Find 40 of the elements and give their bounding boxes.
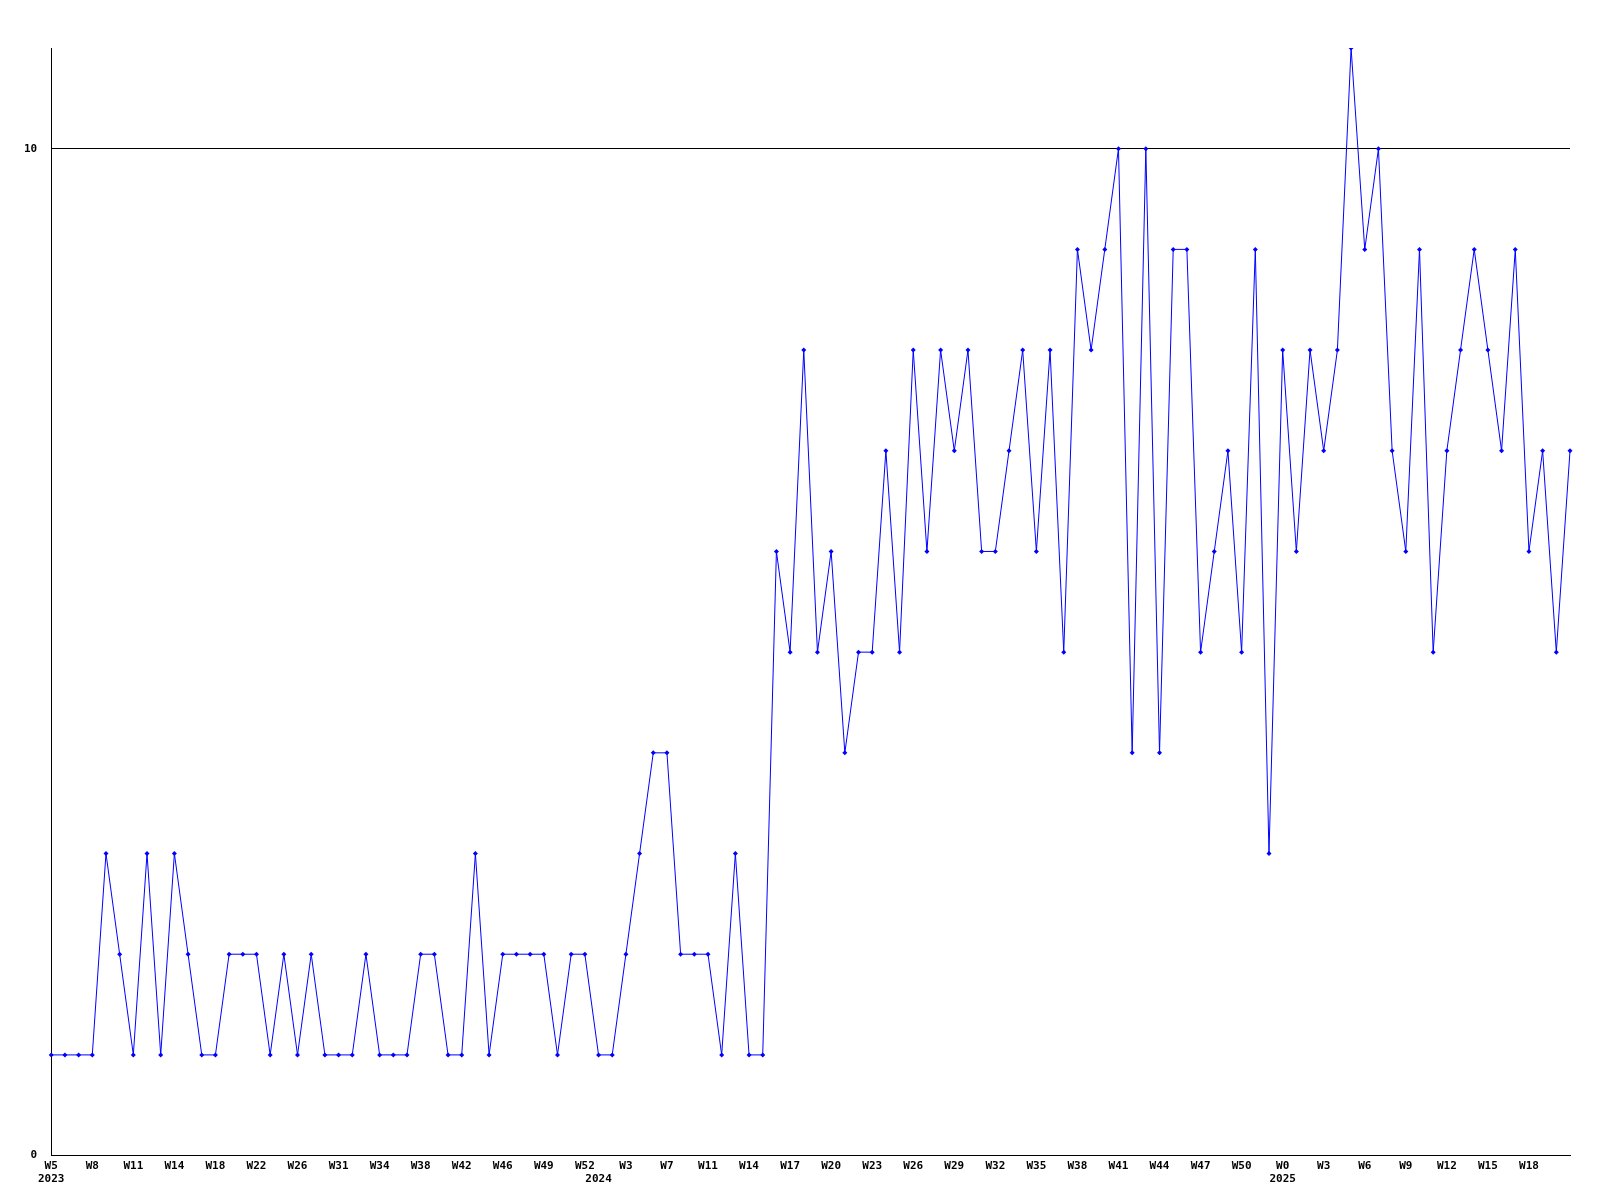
x-tick-label: W20 bbox=[821, 1159, 842, 1173]
x-tick-label: 2024 bbox=[585, 1172, 613, 1186]
x-tick-label: W42 bbox=[451, 1159, 472, 1173]
x-tick-label: W15 bbox=[1477, 1159, 1498, 1173]
x-tick-label: W14 bbox=[164, 1159, 185, 1173]
x-tick-label: W18 bbox=[1519, 1159, 1539, 1173]
x-tick-label: W41 bbox=[1108, 1159, 1129, 1173]
x-tick-label: W29 bbox=[944, 1159, 965, 1173]
x-tick-label: W26 bbox=[903, 1159, 924, 1173]
x-tick-label: W17 bbox=[780, 1159, 801, 1173]
x-tick-label: W34 bbox=[369, 1159, 390, 1173]
y-tick-label: 10 bbox=[24, 141, 38, 155]
x-tick-label: W47 bbox=[1190, 1159, 1211, 1173]
x-tick-label: W11 bbox=[123, 1159, 144, 1173]
x-tick-label: W50 bbox=[1231, 1159, 1252, 1173]
x-tick-label: W18 bbox=[205, 1159, 226, 1173]
x-tick-label: W3 bbox=[1317, 1159, 1331, 1173]
x-tick-label: W3 bbox=[619, 1159, 633, 1173]
x-tick-label: W6 bbox=[1358, 1159, 1372, 1173]
x-tick-label: W35 bbox=[1026, 1159, 1047, 1173]
x-tick-label: W44 bbox=[1149, 1159, 1170, 1173]
x-tick-label: W38 bbox=[410, 1159, 431, 1173]
x-tick-label: W32 bbox=[985, 1159, 1006, 1173]
x-tick-label: W12 bbox=[1436, 1159, 1457, 1173]
x-tick-label: W26 bbox=[287, 1159, 308, 1173]
x-tick-label: W0 2025 bbox=[1269, 1159, 1296, 1186]
x-tick-label: W5 2023 bbox=[38, 1159, 65, 1186]
x-tick-label: W46 bbox=[492, 1159, 514, 1173]
x-tick-label: W11 bbox=[698, 1159, 719, 1173]
x-tick-label: W14 bbox=[739, 1159, 760, 1173]
x-tick-label: W7 bbox=[660, 1159, 674, 1173]
x-tick-label: W9 bbox=[1399, 1159, 1413, 1173]
x-tick-label: W23 bbox=[862, 1159, 883, 1173]
y-tick-label: 0 bbox=[30, 1148, 38, 1162]
x-tick-label: W22 bbox=[246, 1159, 267, 1173]
x-tick-label: W52 bbox=[574, 1159, 595, 1173]
x-tick-label: W49 bbox=[533, 1159, 554, 1173]
x-tick-label: W31 bbox=[328, 1159, 349, 1173]
x-tick-label: W38 bbox=[1067, 1159, 1088, 1173]
x-tick-label: W8 bbox=[85, 1159, 99, 1173]
